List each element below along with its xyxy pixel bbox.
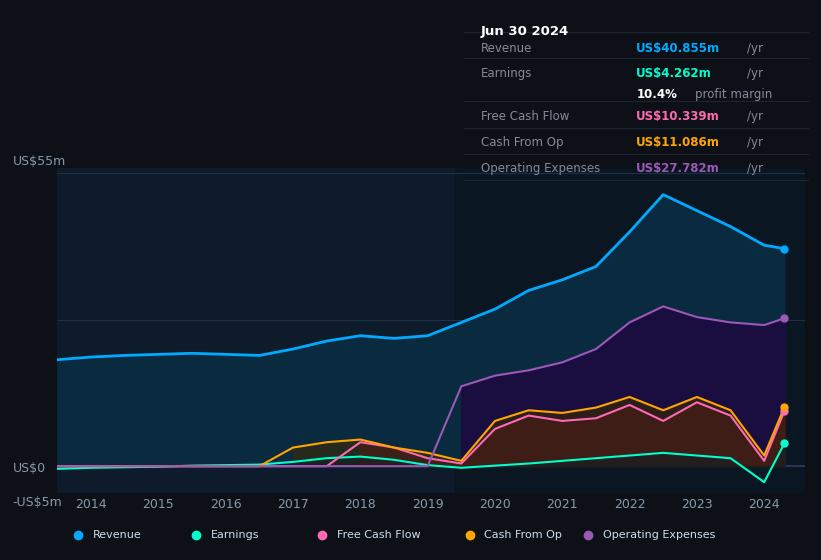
Text: /yr: /yr — [746, 43, 763, 55]
Text: Revenue: Revenue — [481, 43, 533, 55]
Text: US$11.086m: US$11.086m — [636, 136, 720, 149]
Text: Operating Expenses: Operating Expenses — [603, 530, 715, 540]
Text: /yr: /yr — [746, 110, 763, 123]
Text: /yr: /yr — [746, 162, 763, 175]
Text: Cash From Op: Cash From Op — [484, 530, 562, 540]
Text: Revenue: Revenue — [93, 530, 141, 540]
Text: US$10.339m: US$10.339m — [636, 110, 720, 123]
Text: Jun 30 2024: Jun 30 2024 — [481, 25, 569, 38]
Text: US$40.855m: US$40.855m — [636, 43, 720, 55]
Text: Free Cash Flow: Free Cash Flow — [481, 110, 570, 123]
Text: -US$5m: -US$5m — [12, 496, 62, 509]
Text: 10.4%: 10.4% — [636, 87, 677, 101]
Text: US$0: US$0 — [12, 462, 46, 475]
Text: US$55m: US$55m — [12, 155, 66, 168]
Text: Earnings: Earnings — [481, 67, 533, 80]
Text: US$27.782m: US$27.782m — [636, 162, 720, 175]
Text: /yr: /yr — [746, 136, 763, 149]
Text: /yr: /yr — [746, 67, 763, 80]
Text: Cash From Op: Cash From Op — [481, 136, 563, 149]
Bar — [455, 168, 805, 493]
Text: Operating Expenses: Operating Expenses — [481, 162, 600, 175]
Text: profit margin: profit margin — [695, 87, 772, 101]
Text: Earnings: Earnings — [211, 530, 259, 540]
Text: Free Cash Flow: Free Cash Flow — [337, 530, 420, 540]
Text: US$4.262m: US$4.262m — [636, 67, 712, 80]
